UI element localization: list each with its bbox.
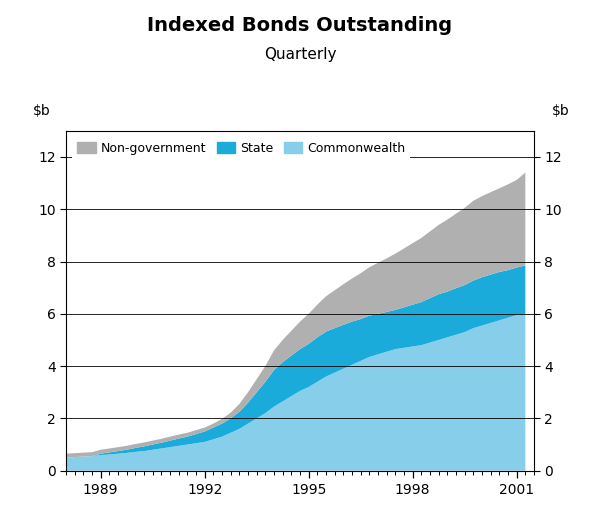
Text: Indexed Bonds Outstanding: Indexed Bonds Outstanding (148, 16, 452, 35)
Legend: Non-government, State, Commonwealth: Non-government, State, Commonwealth (72, 137, 410, 160)
Text: $b: $b (552, 104, 570, 118)
Text: Quarterly: Quarterly (264, 47, 336, 62)
Text: $b: $b (33, 104, 51, 118)
